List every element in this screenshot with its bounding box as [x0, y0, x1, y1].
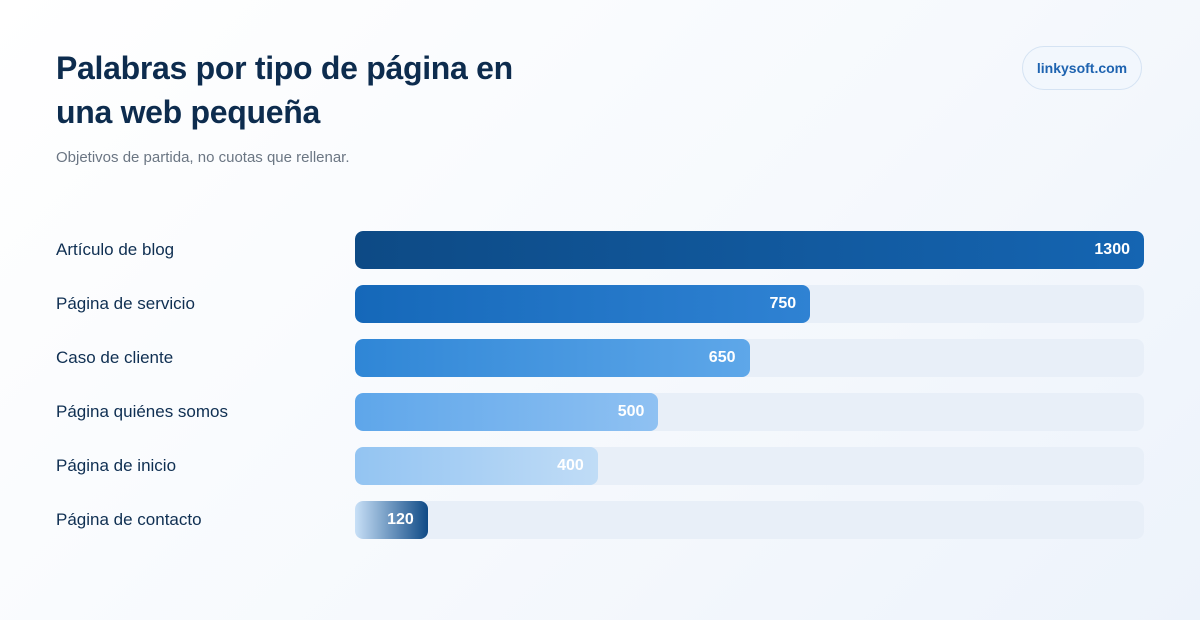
- bar-row: Página quiénes somos 500: [56, 393, 1144, 431]
- bar-track: 750: [355, 285, 1144, 323]
- bar: 1300: [355, 231, 1144, 269]
- bar-track: 400: [355, 447, 1144, 485]
- bar-value-label: 500: [617, 403, 645, 420]
- bar: 650: [355, 339, 750, 377]
- chart-subtitle: Objetivos de partida, no cuotas que rell…: [56, 149, 350, 166]
- bar-row: Caso de cliente 650: [56, 339, 1144, 377]
- bar-value-label: 750: [769, 295, 797, 312]
- bar-track: 650: [355, 339, 1144, 377]
- bar: 120: [355, 501, 428, 539]
- category-label: Página de servicio: [56, 294, 195, 313]
- bar-row: Artículo de blog 1300: [56, 231, 1144, 269]
- bar-value-label: 400: [557, 457, 584, 474]
- bar-row: Página de inicio 400: [56, 447, 1144, 485]
- bar: 500: [355, 393, 659, 431]
- bar-value-label: 1300: [1094, 241, 1130, 258]
- category-label: Página de inicio: [56, 456, 177, 475]
- category-label: Artículo de blog: [56, 240, 175, 259]
- category-label: Página quiénes somos: [56, 402, 229, 421]
- bar-row: Página de servicio 750: [56, 285, 1144, 323]
- bar-row: Página de contacto 120: [56, 501, 1144, 539]
- bar-track: 120: [355, 501, 1144, 539]
- bar-track: 500: [355, 393, 1144, 431]
- bar-value-label: 120: [387, 511, 414, 528]
- bar: 400: [355, 447, 598, 485]
- category-label: Página de contacto: [56, 510, 202, 529]
- bar: 750: [355, 285, 811, 323]
- bar-track: 1300: [355, 231, 1144, 269]
- chart-title: Palabras por tipo de página en una web p…: [56, 50, 513, 130]
- category-label: Caso de cliente: [56, 348, 174, 367]
- brand-badge[interactable]: linkysoft.com: [1022, 46, 1142, 90]
- bar-value-label: 650: [708, 349, 736, 366]
